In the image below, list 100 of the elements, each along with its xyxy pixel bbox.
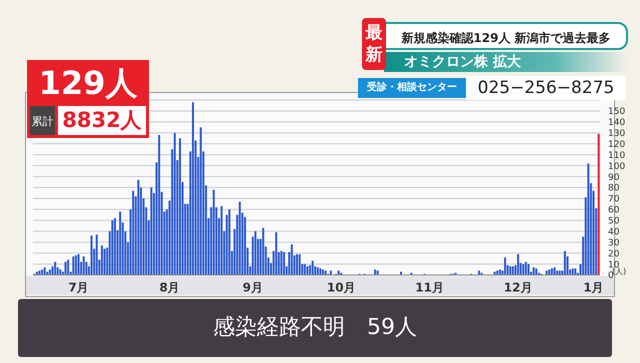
y-tick-label: 30 — [608, 238, 620, 248]
y-tick-label: 140 — [608, 118, 626, 128]
bar — [509, 266, 512, 275]
bar — [498, 270, 501, 275]
bar — [548, 270, 550, 275]
x-tick-label: 1月 — [583, 280, 604, 295]
x-tick-label: 7月 — [68, 280, 89, 295]
bar — [174, 132, 176, 275]
bar — [200, 127, 202, 275]
bar — [546, 270, 548, 275]
bar — [82, 256, 85, 275]
bar — [587, 163, 590, 275]
bar — [54, 262, 56, 275]
bar — [178, 138, 181, 275]
annotation: 129人 — [27, 60, 149, 106]
bar — [72, 256, 74, 275]
y-tick-label: 90 — [608, 172, 620, 183]
bar — [338, 270, 340, 275]
bar — [376, 270, 379, 275]
bar — [46, 272, 48, 275]
bar — [119, 212, 122, 275]
bar — [330, 270, 332, 275]
bar — [228, 209, 230, 275]
y-tick-label: 100 — [608, 162, 626, 172]
bar — [254, 231, 256, 275]
bar — [283, 252, 285, 275]
bar — [296, 254, 298, 275]
x-tick-label: 10月 — [326, 280, 356, 295]
bar — [527, 264, 530, 275]
annotation: 累計 — [27, 106, 55, 138]
y-tick-label: 50 — [608, 216, 620, 227]
x-tick-label: 9月 — [242, 280, 263, 295]
bar — [192, 102, 194, 275]
y-tick-label: 130 — [608, 129, 626, 140]
y-tick-label: 40 — [608, 227, 620, 238]
x-tick-label: 11月 — [415, 280, 444, 295]
bar — [275, 232, 278, 275]
bar — [100, 245, 103, 275]
bar — [158, 135, 160, 275]
bar — [316, 267, 319, 275]
bar — [306, 266, 308, 275]
bar — [59, 270, 62, 275]
bar — [96, 234, 98, 275]
x-tick-label: 12月 — [504, 280, 532, 295]
bar — [212, 190, 215, 275]
bar — [556, 270, 558, 275]
bar — [67, 260, 70, 275]
bar — [137, 180, 140, 275]
bar — [598, 134, 600, 275]
bar — [90, 236, 93, 275]
bar — [400, 272, 402, 275]
annotation: 8832人 — [55, 106, 149, 138]
bar — [44, 267, 46, 275]
bar — [535, 268, 538, 275]
bar — [496, 270, 498, 275]
bar — [74, 255, 77, 275]
bar — [114, 218, 116, 275]
bar — [111, 220, 114, 275]
bar — [574, 268, 576, 275]
bar — [517, 254, 520, 275]
bar — [52, 266, 54, 275]
y-tick-label: 110 — [608, 150, 626, 161]
bar — [78, 254, 80, 275]
chart-subtitle: オミクロン株 拡大 — [384, 52, 628, 72]
bar — [324, 270, 327, 275]
y-tick-label: 60 — [608, 206, 620, 216]
y-tick-label: 70 — [608, 194, 620, 205]
bar — [532, 267, 535, 275]
bar — [280, 250, 282, 275]
text: 感染経路不明 59人 — [18, 299, 612, 357]
text: 最新 — [364, 22, 384, 66]
y-tick-label: 80 — [608, 184, 620, 194]
bar — [220, 206, 223, 275]
bar — [38, 270, 41, 275]
text: 025−256−8275 — [466, 76, 626, 100]
bar — [494, 272, 496, 275]
bar — [298, 254, 301, 275]
bar — [64, 262, 67, 275]
bar — [262, 228, 264, 275]
bar — [104, 248, 106, 275]
bar — [304, 264, 306, 275]
chart-title: 新規感染確認129人 新潟市で過去最多 — [384, 22, 628, 50]
bar — [524, 262, 527, 275]
bar — [564, 250, 566, 275]
bar — [319, 268, 322, 275]
bar — [48, 270, 51, 275]
bar — [322, 270, 324, 275]
text: 受診・相談センター — [358, 78, 466, 98]
y-tick-label: 150 — [608, 107, 626, 118]
bar — [132, 190, 134, 275]
bar — [41, 270, 44, 275]
y-tick-label: 20 — [608, 249, 620, 260]
bar — [290, 244, 293, 275]
y-tick-label: 0 — [608, 271, 614, 282]
bar — [550, 268, 553, 275]
bar — [558, 270, 561, 275]
bar — [553, 267, 556, 275]
x-tick-label: 8月 — [159, 280, 180, 295]
bar — [512, 266, 514, 275]
bar — [504, 258, 506, 275]
